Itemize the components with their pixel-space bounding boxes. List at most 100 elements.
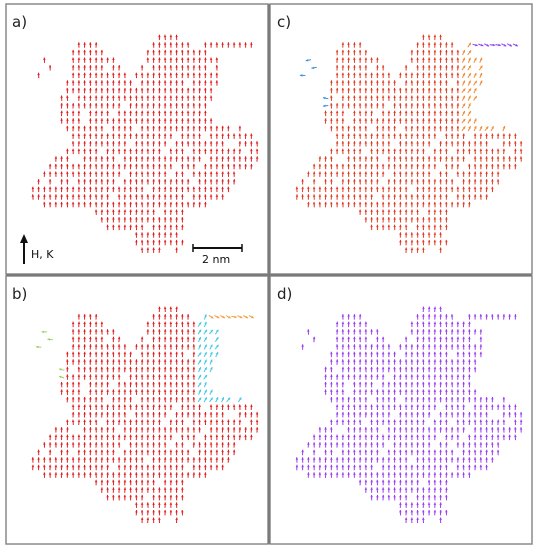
- spin-arrowhead: [186, 163, 190, 167]
- spin-arrowhead: [152, 494, 155, 498]
- spin-arrowhead: [312, 194, 316, 197]
- spin-arrowhead: [48, 434, 52, 438]
- spin-arrowhead: [358, 133, 362, 136]
- spin-arrowhead: [43, 201, 46, 205]
- spin-arrowhead: [399, 110, 402, 114]
- spin-arrowhead: [146, 141, 150, 144]
- spin-arrowhead: [112, 217, 115, 220]
- spin-arrowhead: [370, 163, 373, 167]
- spin-arrowhead: [135, 141, 138, 144]
- spin-arrowhead: [100, 179, 104, 182]
- spin-arrowhead: [468, 103, 471, 106]
- spin-arrowhead: [410, 201, 414, 205]
- spin-arrowhead: [106, 217, 109, 220]
- spin-arrowhead: [71, 80, 75, 83]
- spin-arrowhead: [117, 359, 121, 362]
- spin-arrowhead: [169, 427, 173, 430]
- spin-arrowhead: [112, 125, 115, 129]
- spin-arrowhead: [163, 510, 167, 513]
- spin-arrowhead: [416, 351, 419, 355]
- spin-arrowhead: [473, 179, 477, 182]
- spin-arrowhead: [129, 427, 132, 430]
- spin-arrowhead: [140, 247, 144, 250]
- spin-arrowhead: [312, 179, 316, 182]
- spin-arrowhead: [181, 374, 184, 377]
- spin-arrowhead: [163, 374, 167, 377]
- spin-arrowhead: [117, 224, 121, 228]
- spin-arrowhead: [393, 449, 396, 453]
- spin-arrowhead: [215, 449, 219, 453]
- spin-arrowhead: [186, 314, 190, 317]
- spin-arrowhead: [364, 434, 368, 438]
- spin-arrowhead: [445, 179, 448, 182]
- spin-arrowhead: [450, 110, 454, 114]
- spin-arrowhead: [186, 344, 190, 347]
- spin-arrowhead: [227, 449, 230, 453]
- spin-arrowhead: [462, 133, 465, 136]
- spin-arrowhead: [146, 329, 150, 332]
- spin-arrowhead: [123, 434, 127, 438]
- spin-arrowhead: [439, 329, 442, 332]
- spin-arrowhead: [112, 224, 115, 228]
- spin-arrowhead: [77, 80, 81, 83]
- spin-arrowhead: [198, 72, 201, 76]
- spin-arrowhead: [198, 80, 201, 83]
- spin-arrowhead: [140, 163, 144, 167]
- spin-arrowhead: [255, 427, 259, 430]
- spin-arrowhead: [71, 389, 75, 392]
- spin-arrowhead: [158, 457, 161, 460]
- spin-arrowhead: [31, 457, 35, 460]
- spin-arrowhead: [175, 472, 178, 475]
- spin-arrowhead: [140, 95, 144, 98]
- spin-arrowhead: [100, 171, 104, 174]
- spin-arrowhead: [117, 65, 121, 68]
- spin-arrowhead: [324, 427, 327, 430]
- spin-arrowhead: [106, 171, 109, 174]
- spin-arrowhead: [66, 389, 69, 392]
- spin-arrowhead: [450, 366, 454, 370]
- spin-arrowhead: [169, 87, 173, 91]
- spin-arrowhead: [347, 351, 350, 355]
- spin-arrowhead: [192, 442, 196, 445]
- spin-arrowhead: [175, 239, 178, 243]
- spin-arrowhead: [422, 49, 425, 53]
- spin-arrowhead: [77, 42, 81, 45]
- spin-arrowhead: [492, 43, 496, 47]
- spin-arrowhead: [445, 186, 448, 190]
- spin-arrowhead: [163, 442, 167, 445]
- spin-arrowhead: [54, 427, 58, 430]
- spin-arrowhead: [175, 156, 178, 159]
- spin-arrowhead: [496, 171, 500, 174]
- spin-arrowhead: [181, 148, 184, 152]
- spin-arrowhead: [94, 103, 98, 106]
- spin-arrowhead: [335, 194, 339, 197]
- spin-arrowhead: [393, 87, 396, 91]
- spin-arrowhead: [358, 49, 362, 53]
- spin-arrowhead: [416, 314, 419, 317]
- spin-arrowhead: [387, 179, 391, 182]
- spin-arrowhead: [358, 125, 362, 129]
- spin-arrowhead: [232, 419, 236, 422]
- spin-arrowhead: [485, 427, 488, 430]
- spin-arrowhead: [295, 186, 299, 190]
- spin-arrowhead: [445, 374, 448, 377]
- spin-arrowhead: [473, 404, 477, 407]
- spin-arrowhead: [146, 80, 150, 83]
- spin-arrowhead: [100, 472, 104, 475]
- spin-arrowhead: [100, 133, 104, 136]
- spin-arrowhead: [330, 427, 333, 430]
- spin-arrowhead: [358, 42, 362, 45]
- spin-arrowhead: [192, 464, 196, 468]
- spin-arrowhead: [100, 57, 104, 60]
- spin-arrowhead: [209, 179, 213, 182]
- spin-arrowhead: [427, 336, 431, 340]
- spin-arrowhead: [445, 163, 448, 167]
- spin-arrowhead: [140, 201, 144, 205]
- spin-arrowhead: [353, 179, 356, 182]
- spin-arrowhead: [468, 329, 471, 332]
- spin-arrowhead: [473, 397, 477, 400]
- spin-arrowhead: [112, 472, 115, 475]
- spin-arrowhead: [358, 412, 362, 415]
- spin-arrowhead: [106, 359, 109, 362]
- spin-arrowhead: [347, 336, 350, 340]
